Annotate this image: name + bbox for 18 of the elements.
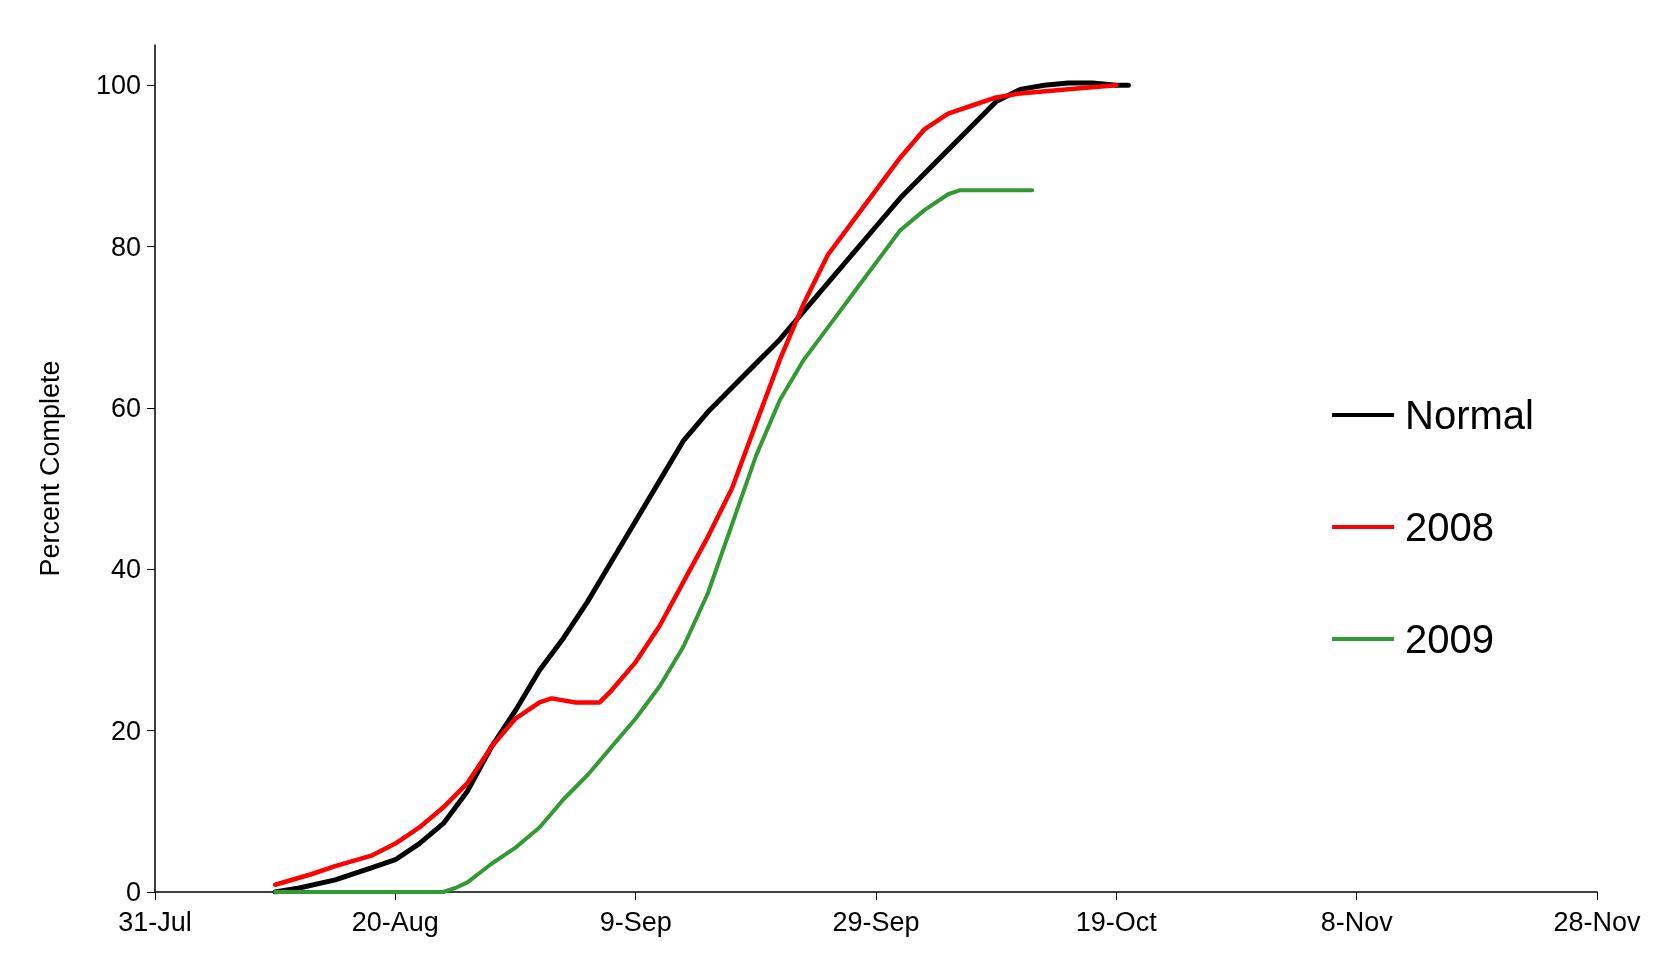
- x-tick-label: 31-Jul: [118, 906, 192, 937]
- x-tick-label: 29-Sep: [832, 906, 920, 937]
- legend-label: 2009: [1405, 617, 1495, 661]
- legend-label: Normal: [1405, 393, 1534, 437]
- x-tick-label: 28-Nov: [1553, 906, 1642, 937]
- legend-label: 2008: [1405, 505, 1495, 549]
- x-tick-label: 8-Nov: [1320, 906, 1394, 937]
- line-series: [273, 188, 1035, 894]
- x-tick-label: 20-Aug: [351, 906, 439, 937]
- y-tick-label: 40: [110, 554, 141, 585]
- y-tick-label: 80: [110, 231, 141, 262]
- x-tick-label: 19-Oct: [1075, 906, 1158, 937]
- y-axis-title: Percent Complete: [34, 360, 65, 577]
- y-tick-label: 20: [110, 715, 141, 746]
- y-tick-label: 60: [110, 393, 141, 423]
- y-tick-label: 100: [95, 70, 141, 101]
- x-tick-label: 9-Sep: [599, 906, 672, 937]
- y-tick-label: 0: [125, 877, 141, 907]
